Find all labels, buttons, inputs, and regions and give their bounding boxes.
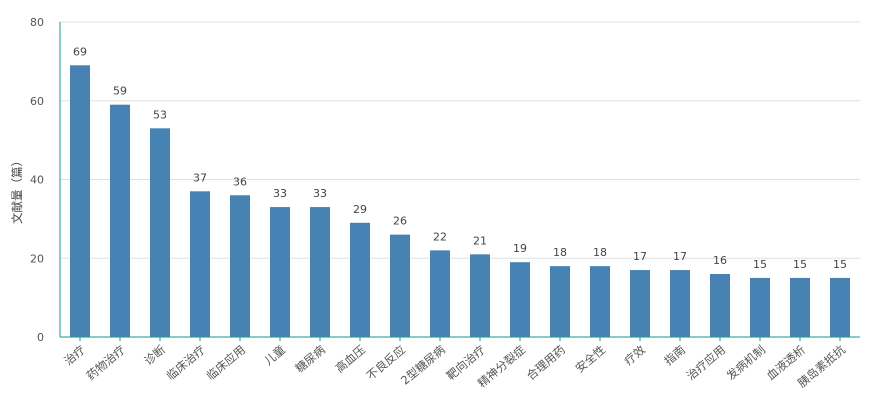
bar-12[interactable] (550, 266, 570, 337)
data-label-18: 15 (793, 258, 807, 271)
x-tick-label-0: 治疗 (61, 343, 88, 369)
grid-lines (60, 21, 860, 259)
bar-18[interactable] (790, 277, 810, 337)
data-label-16: 16 (713, 254, 727, 267)
bar-10[interactable] (470, 254, 490, 337)
bar-0[interactable] (70, 65, 90, 337)
data-label-4: 36 (233, 175, 247, 188)
x-tick-label-15: 指南 (661, 343, 688, 369)
data-label-13: 18 (593, 246, 607, 259)
data-label-19: 15 (833, 258, 847, 271)
bar-11[interactable] (510, 262, 530, 337)
x-tick-label-9: 2型糖尿病 (398, 342, 448, 387)
bars (70, 65, 850, 337)
bar-16[interactable] (710, 274, 730, 337)
bar-15[interactable] (670, 270, 690, 337)
y-tick-label-80: 80 (30, 16, 44, 29)
data-label-10: 21 (473, 234, 487, 247)
data-label-0: 69 (73, 45, 87, 58)
data-label-17: 15 (753, 258, 767, 271)
data-label-7: 29 (353, 203, 367, 216)
x-tick-label-7: 高血压 (333, 343, 368, 376)
x-tick-label-16: 治疗应用 (684, 343, 728, 383)
bar-6[interactable] (310, 207, 330, 337)
bar-14[interactable] (630, 270, 650, 337)
bar-13[interactable] (590, 266, 610, 337)
data-label-14: 17 (633, 250, 647, 263)
x-tick-label-3: 临床治疗 (164, 343, 208, 383)
bar-1[interactable] (110, 104, 130, 337)
bar-9[interactable] (430, 250, 450, 337)
data-label-9: 22 (433, 230, 447, 243)
y-tick-label-20: 20 (30, 252, 44, 265)
bar-5[interactable] (270, 207, 290, 337)
data-label-12: 18 (553, 246, 567, 259)
x-tick-label-6: 糖尿病 (293, 342, 329, 375)
data-label-1: 59 (113, 85, 127, 98)
x-tick-label-17: 发病机制 (724, 343, 768, 383)
x-tick-label-4: 临床应用 (204, 343, 248, 383)
bar-17[interactable] (750, 277, 770, 337)
y-tick-label-60: 60 (30, 95, 44, 108)
x-tick-label-13: 安全性 (573, 343, 608, 376)
y-axis-label: 文献量（篇） (10, 155, 24, 224)
x-tick-label-2: 诊断 (141, 342, 168, 368)
bar-19[interactable] (830, 277, 850, 337)
data-label-8: 26 (393, 215, 407, 228)
y-axis-ticks: 0 20 40 60 80 (30, 16, 44, 344)
x-tick-label-12: 合理用药 (524, 343, 568, 383)
x-tick-label-14: 疗效 (621, 342, 648, 368)
data-label-2: 53 (153, 108, 167, 121)
data-label-6: 33 (313, 187, 327, 200)
data-label-5: 33 (273, 187, 287, 200)
y-tick-label-0: 0 (37, 331, 44, 344)
data-label-11: 19 (513, 242, 527, 255)
y-tick-label-40: 40 (30, 174, 44, 187)
bar-4[interactable] (230, 195, 250, 337)
bar-8[interactable] (390, 234, 410, 337)
bar-7[interactable] (350, 222, 370, 337)
data-label-3: 37 (193, 171, 207, 184)
data-label-15: 17 (673, 250, 687, 263)
x-tick-label-5: 儿童 (261, 343, 288, 369)
data-labels: 69 59 53 37 36 33 33 29 26 22 21 19 18 18 17 17 16 15 15 15 (73, 45, 847, 271)
bar-2[interactable] (150, 128, 170, 337)
bar-3[interactable] (190, 191, 210, 337)
x-tick-label-1: 药物治疗 (84, 343, 128, 383)
